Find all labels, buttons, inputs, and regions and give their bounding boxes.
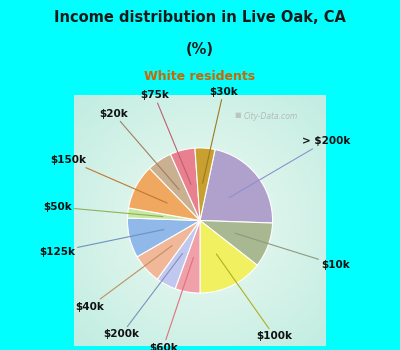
Text: > $200k: > $200k [229, 136, 350, 197]
Wedge shape [175, 220, 200, 293]
Text: $10k: $10k [235, 233, 350, 270]
Wedge shape [200, 220, 272, 265]
Wedge shape [137, 220, 200, 279]
Text: ■: ■ [234, 112, 241, 118]
Text: $60k: $60k [149, 257, 194, 350]
Wedge shape [128, 168, 200, 220]
Text: $75k: $75k [140, 90, 191, 184]
Text: $30k: $30k [203, 87, 238, 183]
Text: $125k: $125k [39, 230, 164, 257]
Wedge shape [128, 208, 200, 220]
Text: $40k: $40k [75, 245, 172, 312]
Text: $50k: $50k [43, 202, 163, 217]
Wedge shape [150, 154, 200, 220]
Text: Income distribution in Live Oak, CA: Income distribution in Live Oak, CA [54, 10, 346, 26]
Wedge shape [195, 148, 215, 220]
Text: $150k: $150k [50, 155, 167, 203]
Wedge shape [128, 218, 200, 257]
Wedge shape [170, 148, 200, 220]
Text: (%): (%) [186, 42, 214, 57]
Text: $20k: $20k [99, 108, 179, 190]
Text: City-Data.com: City-Data.com [244, 112, 298, 121]
Text: White residents: White residents [144, 70, 256, 83]
Text: $200k: $200k [104, 253, 182, 340]
Wedge shape [200, 149, 272, 223]
Wedge shape [200, 220, 257, 293]
Wedge shape [157, 220, 200, 289]
Text: $100k: $100k [216, 254, 292, 342]
